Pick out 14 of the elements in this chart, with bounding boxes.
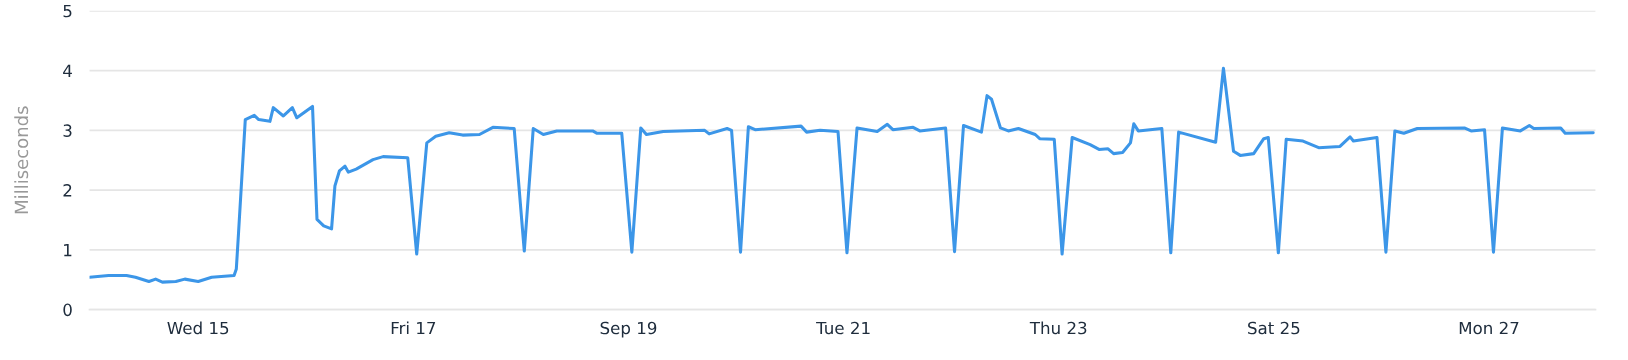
x-tick-label: Sat 25 xyxy=(1248,321,1300,335)
y-tick-label: 3 xyxy=(63,124,72,137)
x-tick-label: Thu 23 xyxy=(1029,321,1087,335)
x-tick-label: Fri 17 xyxy=(391,321,436,335)
y-tick-label: 4 xyxy=(63,64,72,77)
x-tick-label: Tue 21 xyxy=(816,321,870,335)
x-tick-label: Mon 27 xyxy=(1459,321,1519,335)
y-tick-label: 2 xyxy=(63,184,72,197)
y-tick-label: 5 xyxy=(63,4,72,18)
y-tick-label: 1 xyxy=(64,244,72,257)
y-axis-title: Milliseconds xyxy=(14,106,29,214)
x-tick-label: Wed 15 xyxy=(167,321,229,335)
x-tick-label: Sep 19 xyxy=(600,321,657,338)
y-tick-label: 0 xyxy=(63,303,72,317)
